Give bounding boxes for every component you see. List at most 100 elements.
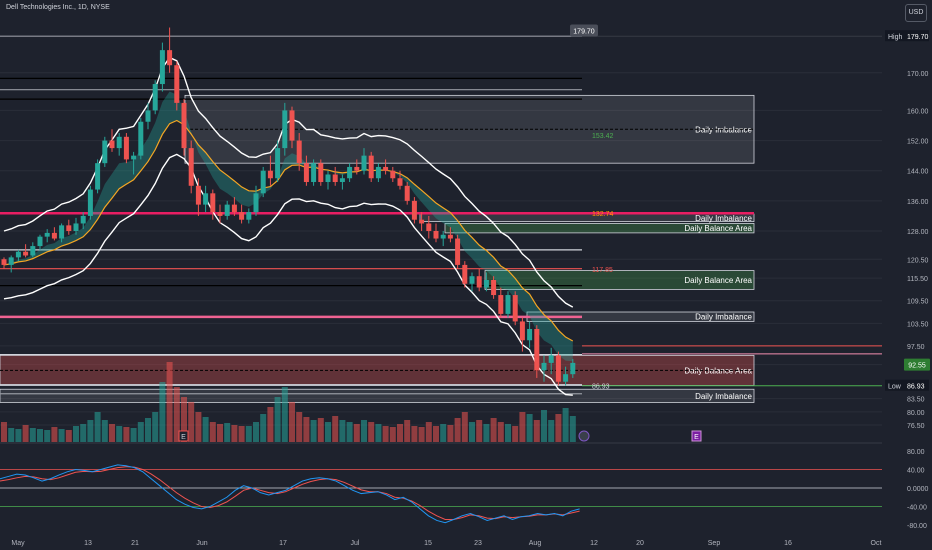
volume-bar	[159, 382, 166, 442]
candle-body	[469, 276, 475, 284]
candle-body	[397, 178, 403, 186]
volume-bar	[533, 420, 540, 442]
volume-bar	[22, 425, 29, 442]
time-axis-label: 21	[131, 540, 139, 547]
candle-body	[152, 84, 158, 111]
candle-body	[15, 251, 21, 258]
candle-body	[404, 185, 410, 201]
time-axis-label: Jul	[351, 540, 360, 547]
volume-bar	[274, 397, 281, 442]
ema-slow-line	[3, 119, 574, 342]
volume-bar	[548, 420, 555, 442]
candle-body	[102, 140, 108, 164]
volume-bar	[130, 428, 137, 442]
volume-bar	[15, 429, 22, 442]
candle-body	[462, 264, 468, 284]
price-axis-label: 160.00	[907, 108, 929, 115]
candle-body	[505, 295, 511, 314]
time-axis-label: Sep	[708, 540, 721, 547]
volume-bar	[44, 430, 51, 442]
candle-body	[246, 212, 252, 220]
volume-bar	[51, 427, 58, 442]
candle-body	[181, 102, 187, 149]
volume-bar	[238, 426, 245, 442]
high-tag-value: 179.70	[907, 34, 929, 41]
volume-bar	[526, 414, 533, 442]
candle-body	[476, 276, 482, 288]
volume-bar	[562, 408, 569, 442]
volume-bar	[195, 412, 202, 442]
volume-bar	[145, 418, 151, 442]
candle-body	[51, 232, 57, 239]
candle-body	[296, 140, 302, 164]
candle-body	[138, 121, 144, 156]
candle-body	[447, 234, 453, 239]
zone-label: Daily Balance Area	[684, 276, 752, 285]
volume-bar	[58, 429, 65, 442]
candle-body	[231, 204, 237, 213]
candle-body	[318, 163, 324, 183]
volume-bar	[382, 426, 389, 442]
volume-bar	[389, 427, 396, 442]
volume-bar	[1, 422, 7, 442]
candle-body	[73, 223, 79, 231]
candle-body	[555, 355, 561, 382]
zone-box	[0, 388, 755, 403]
volume-bar	[447, 425, 454, 442]
price-axis-label: 80.00	[907, 410, 925, 417]
candle-body	[1, 259, 7, 265]
candle-body	[95, 163, 101, 190]
candle-body	[159, 50, 165, 85]
time-axis-label: Aug	[529, 540, 542, 547]
time-axis-label: Jun	[196, 540, 207, 547]
osc-signal-line	[0, 466, 580, 520]
candle-body	[411, 200, 417, 220]
volume-bar	[109, 424, 115, 442]
candle-body	[512, 295, 518, 322]
level-value-label: 117.85	[592, 267, 613, 274]
candle-body	[87, 189, 93, 216]
price-axis-label: 83.50	[907, 397, 925, 404]
candle-body	[361, 155, 367, 171]
candle-body	[30, 246, 36, 256]
symbol-title: Dell Technologies Inc., 1D, NYSE	[6, 4, 110, 11]
volume-bar	[267, 407, 274, 442]
candle-body	[375, 166, 381, 179]
volume-bar	[152, 412, 159, 442]
volume-bar	[181, 397, 187, 442]
osc-axis-label: 0.0000	[907, 486, 929, 493]
time-axis-label: 20	[636, 540, 644, 547]
price-axis-label: 144.00	[907, 169, 929, 176]
volume-bar	[137, 422, 144, 442]
candle-body	[123, 136, 129, 160]
time-axis-label: 13	[84, 540, 92, 547]
price-axis-label: 115.50	[907, 276, 928, 283]
time-axis-label: 15	[424, 540, 432, 547]
candle-body	[419, 219, 425, 224]
candle-body	[289, 110, 295, 141]
volume-bar	[569, 416, 576, 442]
price-axis-label: 170.00	[907, 71, 929, 78]
volume-bar	[512, 426, 519, 442]
volume-bar	[339, 420, 346, 442]
volume-bar	[29, 428, 36, 442]
volume-bar	[296, 412, 303, 442]
candle-body	[303, 163, 309, 183]
candle-body	[570, 362, 576, 375]
currency-button[interactable]: USD	[905, 4, 927, 22]
zone-label: Daily Imbalance	[695, 313, 752, 322]
volume-bar	[461, 412, 468, 442]
price-axis-label: 136.00	[907, 199, 929, 206]
candle-body	[260, 170, 266, 194]
high-tag-label: High	[888, 34, 903, 41]
low-tag-label: Low	[888, 384, 902, 391]
time-axis-label: 12	[590, 540, 598, 547]
candle-body	[203, 193, 209, 205]
volume-bar	[231, 425, 238, 442]
osc-axis-label: 80.00	[907, 449, 925, 456]
candle-body	[311, 163, 317, 183]
candle-body	[217, 212, 223, 216]
osc-axis-label: 40.00	[907, 467, 925, 474]
volume-bar	[397, 424, 403, 442]
